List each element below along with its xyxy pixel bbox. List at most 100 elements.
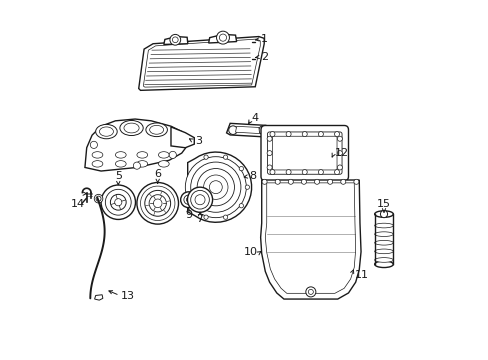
Text: 9: 9 xyxy=(184,210,192,220)
Polygon shape xyxy=(235,126,259,134)
Ellipse shape xyxy=(374,232,392,237)
Circle shape xyxy=(203,175,227,199)
Ellipse shape xyxy=(99,127,113,136)
Ellipse shape xyxy=(96,125,117,139)
Circle shape xyxy=(327,179,332,184)
Text: 3: 3 xyxy=(195,136,202,146)
Circle shape xyxy=(94,194,102,203)
Circle shape xyxy=(314,179,319,184)
Text: 7: 7 xyxy=(196,215,203,224)
Circle shape xyxy=(90,141,97,148)
Circle shape xyxy=(197,168,234,206)
Ellipse shape xyxy=(124,123,139,133)
Circle shape xyxy=(169,35,180,45)
Ellipse shape xyxy=(145,123,167,136)
Circle shape xyxy=(169,151,176,158)
Circle shape xyxy=(285,170,290,175)
Circle shape xyxy=(285,132,290,136)
Text: 1: 1 xyxy=(260,34,267,44)
Circle shape xyxy=(96,196,101,201)
Ellipse shape xyxy=(92,161,102,167)
Circle shape xyxy=(266,136,271,141)
Ellipse shape xyxy=(374,261,392,267)
Circle shape xyxy=(219,34,226,41)
Circle shape xyxy=(185,157,246,218)
Circle shape xyxy=(275,179,280,184)
Circle shape xyxy=(195,195,204,205)
Circle shape xyxy=(266,150,271,156)
Circle shape xyxy=(183,195,193,204)
Circle shape xyxy=(318,132,323,136)
Text: 10: 10 xyxy=(244,247,258,257)
Text: 8: 8 xyxy=(249,171,256,181)
Ellipse shape xyxy=(115,152,126,158)
Circle shape xyxy=(144,190,170,216)
Circle shape xyxy=(190,162,241,212)
Polygon shape xyxy=(226,123,269,137)
Polygon shape xyxy=(208,35,236,43)
Circle shape xyxy=(187,187,212,212)
Text: 6: 6 xyxy=(154,169,161,179)
Text: 2: 2 xyxy=(260,52,267,62)
Ellipse shape xyxy=(92,152,102,158)
Circle shape xyxy=(223,215,227,219)
Circle shape xyxy=(209,181,222,194)
Ellipse shape xyxy=(374,258,392,262)
Polygon shape xyxy=(187,152,251,222)
FancyBboxPatch shape xyxy=(261,126,348,181)
Polygon shape xyxy=(94,295,102,300)
Circle shape xyxy=(180,192,196,208)
Circle shape xyxy=(172,37,178,42)
Ellipse shape xyxy=(149,125,163,134)
Circle shape xyxy=(133,162,140,169)
Polygon shape xyxy=(260,180,360,299)
Circle shape xyxy=(288,179,293,184)
Circle shape xyxy=(380,211,387,218)
Text: 13: 13 xyxy=(121,291,135,301)
Circle shape xyxy=(186,198,190,202)
Text: 12: 12 xyxy=(334,148,348,158)
Circle shape xyxy=(137,183,178,224)
Circle shape xyxy=(302,170,306,175)
Text: 15: 15 xyxy=(376,199,390,210)
Circle shape xyxy=(337,136,342,141)
Text: 5: 5 xyxy=(115,171,122,181)
Text: 4: 4 xyxy=(251,113,258,123)
Circle shape xyxy=(244,185,249,189)
Polygon shape xyxy=(163,37,187,44)
Circle shape xyxy=(269,132,274,136)
Ellipse shape xyxy=(374,240,392,245)
Circle shape xyxy=(110,194,126,210)
Circle shape xyxy=(308,289,313,294)
Ellipse shape xyxy=(158,152,169,158)
Polygon shape xyxy=(85,119,187,171)
Ellipse shape xyxy=(374,211,392,217)
Circle shape xyxy=(269,170,274,175)
Ellipse shape xyxy=(374,223,392,228)
Circle shape xyxy=(190,190,209,209)
Circle shape xyxy=(203,215,208,219)
Circle shape xyxy=(302,132,306,136)
Ellipse shape xyxy=(158,161,169,167)
Circle shape xyxy=(115,199,122,206)
Ellipse shape xyxy=(137,161,147,167)
Circle shape xyxy=(105,189,131,215)
Polygon shape xyxy=(139,37,264,90)
Polygon shape xyxy=(171,127,194,148)
Circle shape xyxy=(305,287,315,297)
Circle shape xyxy=(149,195,166,212)
Ellipse shape xyxy=(120,121,143,135)
Circle shape xyxy=(266,165,271,170)
Circle shape xyxy=(301,179,306,184)
Ellipse shape xyxy=(374,249,392,254)
Circle shape xyxy=(318,170,323,175)
Circle shape xyxy=(334,170,339,175)
Circle shape xyxy=(203,155,208,159)
Ellipse shape xyxy=(115,161,126,167)
Circle shape xyxy=(353,179,358,184)
Circle shape xyxy=(101,185,135,220)
Circle shape xyxy=(153,199,162,208)
Circle shape xyxy=(239,203,243,208)
Circle shape xyxy=(140,186,175,221)
Circle shape xyxy=(262,179,266,184)
